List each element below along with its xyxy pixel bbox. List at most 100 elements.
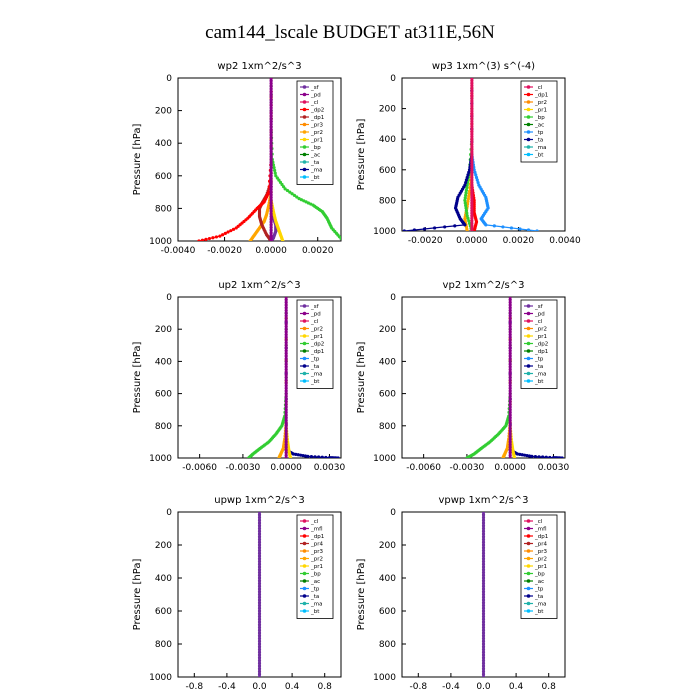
series-point: [472, 168, 476, 172]
legend-swatch-marker: [302, 137, 307, 142]
legend-swatch-marker: [526, 304, 531, 308]
y-tick-label: 800: [155, 204, 172, 214]
legend-entry: _mfl: [534, 527, 547, 533]
series-point: [269, 114, 273, 118]
series-point: [508, 426, 512, 431]
series-point: [284, 397, 288, 401]
series-point: [269, 223, 273, 227]
x-tick-label: -0.0060: [182, 463, 217, 473]
x-tick-label: 0.4: [285, 682, 300, 692]
series-point: [470, 224, 474, 228]
series-point: [481, 518, 486, 522]
series-point: [284, 386, 288, 390]
series-point: [313, 455, 317, 458]
y-tick-label: 1000: [149, 237, 172, 247]
series-point: [467, 219, 471, 223]
legend-swatch-marker: [302, 594, 307, 598]
series-point: [508, 346, 512, 350]
legend-entry: _pr4: [310, 542, 324, 548]
x-tick-label: -0.0030: [450, 463, 485, 473]
series-point: [284, 416, 288, 420]
legend-swatch-marker: [526, 107, 531, 112]
series-point: [481, 636, 486, 641]
series-point: [269, 81, 273, 86]
legend-swatch-marker: [302, 167, 307, 172]
series-point: [257, 636, 262, 641]
series-point: [481, 661, 486, 665]
series-point: [465, 456, 469, 458]
legend-entry: _bt: [310, 609, 320, 615]
legend-entry: _dp2: [310, 108, 324, 114]
series-point: [470, 201, 474, 205]
series-point: [284, 351, 288, 355]
x-tick-label: 0.8: [318, 682, 333, 692]
series-point: [527, 454, 532, 458]
x-tick-label: -0.8: [186, 682, 204, 692]
series-point: [481, 559, 486, 564]
series-point: [284, 370, 288, 374]
legend-entry: _ta: [310, 364, 319, 370]
panel-title: vpwp 1xm^2/s^3: [438, 495, 528, 506]
y-tick-label: 800: [379, 422, 396, 432]
series-point: [284, 421, 288, 425]
legend-swatch-marker: [526, 319, 531, 323]
series-point: [269, 171, 273, 175]
series-point: [464, 188, 469, 192]
series-point: [470, 211, 474, 215]
legend-swatch-marker: [302, 311, 307, 316]
series-point: [481, 623, 486, 627]
series-point: [284, 308, 288, 313]
series-point: [508, 445, 512, 449]
series-point: [269, 166, 273, 170]
series-point: [470, 96, 474, 100]
series-point: [257, 592, 262, 597]
x-tick-label: -0.4: [442, 682, 460, 692]
series-point: [443, 225, 447, 229]
series-point: [269, 89, 273, 94]
legend-swatch-marker: [302, 145, 307, 149]
series-point: [257, 584, 262, 588]
series-point: [470, 86, 474, 90]
series-point: [481, 617, 486, 621]
series-point: [508, 367, 512, 372]
series-point: [474, 175, 479, 180]
series-point: [508, 402, 512, 406]
series-point: [481, 614, 486, 619]
series-point: [257, 546, 262, 550]
y-tick-label: 1000: [149, 454, 172, 464]
x-tick-label: 0.0000: [494, 463, 526, 473]
series-point: [481, 540, 486, 544]
legend-entry: _cl: [310, 100, 319, 106]
series-point: [481, 573, 486, 577]
legend-entry: _tp: [310, 587, 320, 593]
series-point: [508, 400, 512, 404]
series-point: [284, 410, 288, 414]
series-point: [284, 298, 288, 302]
legend-entry: _ma: [534, 602, 546, 608]
series-point: [269, 95, 273, 99]
series-point: [257, 568, 262, 572]
series-point: [470, 147, 474, 151]
series-point: [467, 192, 471, 196]
x-tick-label: 0.0: [252, 682, 267, 692]
series-point: [508, 357, 512, 361]
legend-swatch-marker: [526, 586, 531, 591]
series-point: [508, 373, 512, 377]
series-point: [508, 303, 512, 307]
y-tick-label: 0: [390, 508, 396, 518]
series-point: [560, 456, 564, 458]
series-point: [269, 206, 273, 210]
series-point: [269, 133, 273, 137]
series-point: [284, 338, 288, 342]
series-point: [481, 570, 486, 575]
y-tick-label: 600: [155, 390, 172, 400]
series-point: [501, 225, 505, 229]
y-tick-label: 800: [379, 196, 396, 206]
y-axis-label: Pressure [hPa]: [356, 119, 367, 191]
series-point: [269, 228, 273, 232]
panel-title: wp2 1xm^2/s^3: [217, 61, 301, 72]
series-point: [284, 429, 288, 433]
series-point: [508, 394, 512, 398]
legend-entry: _bt: [534, 609, 544, 615]
series-point: [470, 117, 474, 121]
